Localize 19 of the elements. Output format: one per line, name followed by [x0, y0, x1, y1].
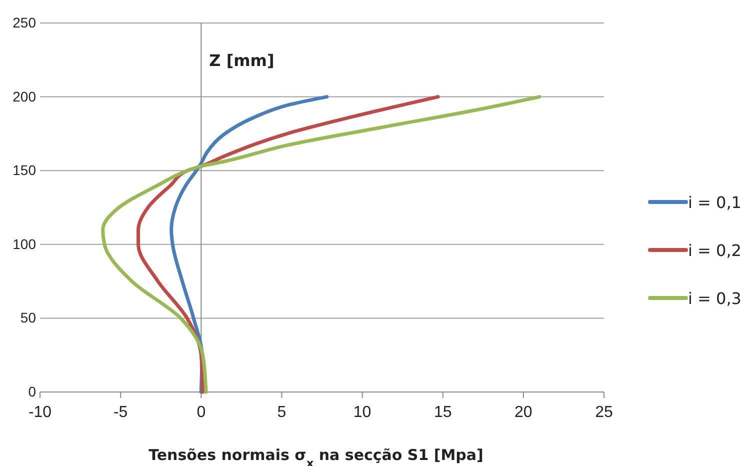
x-tick-label: -5	[113, 404, 128, 421]
x-tick-label: 15	[434, 404, 452, 421]
y-tick-label: 0	[28, 383, 36, 400]
y-tick-label: 250	[12, 14, 36, 30]
x-tick-label: -10	[28, 404, 52, 421]
y-tick-label: 50	[20, 310, 36, 326]
y-tick-label: 100	[12, 236, 36, 252]
x-tick-label: 25	[595, 404, 613, 421]
x-tick-label: 20	[514, 404, 532, 421]
x-tick-label: 5	[277, 404, 286, 421]
y-axis-title: Z [mm]	[209, 51, 274, 70]
line-series	[101, 95, 542, 394]
legend-label: i = 0,1	[688, 193, 742, 212]
legend-label: i = 0,3	[688, 289, 742, 308]
x-tick-label: 10	[353, 404, 372, 421]
y-tick-label: 200	[12, 88, 36, 104]
legend-label: i = 0,2	[688, 241, 742, 260]
y-tick-label: 150	[12, 162, 36, 178]
x-tick-label: 0	[196, 404, 206, 421]
